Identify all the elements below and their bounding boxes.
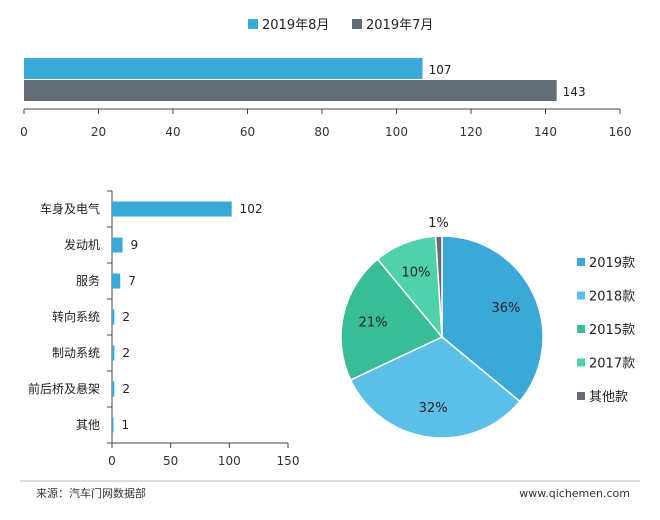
legend-swatch-0: [248, 19, 258, 29]
pie-legend-label-4: 其他款: [589, 390, 628, 405]
bar-0: [24, 58, 423, 79]
pie-slice-label-2: 21%: [359, 316, 388, 331]
x-tick-label-0: 0: [20, 125, 28, 139]
category-value-label-5: 2: [122, 382, 130, 396]
pie-slice-label-0: 36%: [492, 301, 521, 316]
x-tick-label-3: 150: [277, 454, 300, 468]
category-bar-2: [112, 273, 121, 289]
pie-legend-label-0: 2019款: [589, 256, 635, 271]
pie-legend-swatch-2: [577, 325, 585, 333]
pie-legend-label-1: 2018款: [589, 290, 635, 305]
category-bar-5: [112, 381, 115, 397]
category-value-label-1: 9: [131, 238, 139, 252]
pie-legend-swatch-1: [577, 291, 585, 300]
x-tick-label-7: 140: [534, 125, 557, 139]
category-value-label-2: 7: [128, 274, 136, 288]
x-tick-label-0: 0: [108, 454, 116, 468]
category-bar-4: [112, 345, 115, 361]
category-label-3: 转向系统: [52, 309, 100, 324]
category-bar-1: [112, 237, 123, 253]
pie-legend-swatch-4: [577, 392, 585, 400]
pie-legend-swatch-3: [577, 358, 585, 367]
x-tick-label-8: 160: [609, 125, 632, 139]
x-tick-label-1: 20: [91, 125, 106, 139]
x-tick-label-2: 40: [165, 125, 180, 139]
pie-slice-label-1: 32%: [419, 401, 448, 416]
x-tick-label-1: 50: [163, 454, 178, 468]
pie-slice-label-4: 1%: [428, 216, 449, 231]
footer: 来源：汽车门网数据部 www.qichemen.com: [20, 480, 640, 500]
category-label-4: 制动系统: [52, 346, 100, 360]
pie-legend-label-3: 2017款: [589, 357, 635, 372]
x-tick-label-4: 80: [314, 125, 329, 139]
pie-slice-label-3: 10%: [402, 265, 431, 280]
category-value-label-6: 1: [122, 418, 130, 432]
pie-legend-label-2: 2015款: [589, 323, 635, 338]
x-tick-label-2: 100: [218, 454, 241, 468]
bar-value-label-0: 107: [429, 63, 452, 77]
pie-slice-2: [340, 258, 444, 381]
bar-1: [24, 80, 557, 101]
x-tick-label-6: 120: [460, 125, 483, 139]
category-label-0: 车身及电气: [40, 201, 100, 216]
category-bar-0: [112, 201, 232, 217]
category-bar-chart: 车身及电气 102 发动机 9 服务 7 转向系统 2 制动系统 2 前后桥及悬架 2 其他 1 0 50 10…: [28, 190, 300, 468]
pie-legend-swatch-0: [577, 258, 585, 266]
pie-slice-4: [434, 235, 443, 338]
bar-value-label-1: 143: [563, 85, 586, 99]
category-label-1: 发动机: [64, 237, 100, 252]
x-tick-label-3: 60: [240, 125, 255, 139]
category-value-label-0: 102: [240, 202, 263, 216]
legend-label-0: 2019年8月: [262, 18, 329, 33]
pie-slice-1: [349, 336, 521, 439]
legend-label-1: 2019年7月: [366, 18, 433, 33]
category-bar-3: [112, 309, 115, 325]
x-tick-label-5: 100: [385, 125, 408, 139]
category-label-6: 其他: [76, 418, 100, 432]
category-label-5: 前后桥及悬架: [28, 381, 100, 396]
category-label-2: 服务: [76, 273, 100, 288]
top-bar-chart: 2019年8月 2019年7月 107 143 0 20 40 60 80 100 120 140 16…: [20, 18, 631, 139]
legend-swatch-1: [352, 19, 362, 29]
pie-slice-0: [441, 235, 544, 403]
category-value-label-3: 2: [122, 310, 130, 324]
footer-source: 来源：汽车门网数据部: [36, 486, 146, 500]
category-value-label-4: 2: [122, 346, 130, 360]
category-bar-6: [112, 417, 114, 433]
footer-website: www.qichemen.com: [519, 487, 630, 500]
